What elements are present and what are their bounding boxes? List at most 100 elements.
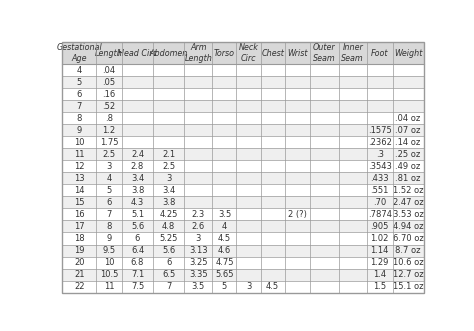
Text: .49 oz: .49 oz	[395, 162, 421, 171]
Text: 4: 4	[222, 222, 227, 231]
Text: 11: 11	[104, 282, 114, 291]
Text: .25 oz: .25 oz	[395, 150, 421, 159]
Text: 4.3: 4.3	[131, 198, 144, 207]
Text: 5.1: 5.1	[131, 210, 144, 219]
Text: 1.02: 1.02	[371, 234, 389, 243]
Text: 2.4: 2.4	[131, 150, 144, 159]
Text: Torso: Torso	[214, 49, 235, 58]
Text: 20: 20	[74, 258, 84, 267]
Bar	[62, 245, 424, 257]
Text: 4.75: 4.75	[215, 258, 234, 267]
Text: .07 oz: .07 oz	[395, 126, 421, 135]
Text: 12.7 oz: 12.7 oz	[393, 270, 423, 279]
Text: 19: 19	[74, 246, 84, 255]
Bar	[62, 172, 424, 184]
Text: 6: 6	[76, 90, 82, 99]
Bar	[62, 161, 424, 172]
Text: 1.4: 1.4	[373, 270, 386, 279]
Bar	[62, 232, 424, 245]
Text: .04 oz: .04 oz	[395, 114, 421, 123]
Text: 18: 18	[74, 234, 84, 243]
Text: 3.53 oz: 3.53 oz	[393, 210, 423, 219]
Bar	[62, 148, 424, 161]
Text: 2 (?): 2 (?)	[288, 210, 307, 219]
Text: 3.8: 3.8	[131, 186, 144, 195]
Text: 22: 22	[74, 282, 84, 291]
Text: 2.8: 2.8	[131, 162, 144, 171]
Text: 15: 15	[74, 198, 84, 207]
Text: Weight: Weight	[394, 49, 422, 58]
Text: 1.52 oz: 1.52 oz	[393, 186, 423, 195]
Text: 4: 4	[77, 66, 82, 75]
Text: .3543: .3543	[368, 162, 392, 171]
Bar	[62, 113, 424, 124]
Text: 6: 6	[106, 198, 112, 207]
Text: 4.5: 4.5	[218, 234, 231, 243]
Text: Length: Length	[95, 49, 123, 58]
Text: 10.5: 10.5	[100, 270, 118, 279]
Text: 16: 16	[74, 210, 84, 219]
Text: 5: 5	[77, 78, 82, 87]
Text: 10: 10	[74, 138, 84, 147]
Text: .8: .8	[105, 114, 113, 123]
Bar	[62, 136, 424, 148]
Text: 10.6 oz: 10.6 oz	[393, 258, 423, 267]
Text: 9.5: 9.5	[102, 246, 116, 255]
Text: 4.6: 4.6	[218, 246, 231, 255]
Text: 7.1: 7.1	[131, 270, 144, 279]
Text: 7: 7	[166, 282, 171, 291]
Text: 1.29: 1.29	[371, 258, 389, 267]
Text: Head Circ: Head Circ	[118, 49, 157, 58]
Bar	[62, 268, 424, 281]
Text: Inner
Seam: Inner Seam	[341, 43, 364, 63]
Text: .3: .3	[376, 150, 383, 159]
Bar	[62, 197, 424, 209]
Text: 21: 21	[74, 270, 84, 279]
Text: .2362: .2362	[368, 138, 392, 147]
Text: 6.4: 6.4	[131, 246, 144, 255]
Text: 7: 7	[76, 102, 82, 111]
Text: Foot: Foot	[371, 49, 388, 58]
Text: 12: 12	[74, 162, 84, 171]
Text: 2.5: 2.5	[102, 150, 116, 159]
Text: 2.3: 2.3	[191, 210, 205, 219]
Bar	[62, 220, 424, 232]
Text: 8: 8	[106, 222, 112, 231]
Text: 1.2: 1.2	[102, 126, 116, 135]
Text: 17: 17	[74, 222, 84, 231]
Text: 2.1: 2.1	[162, 150, 175, 159]
Text: .1575: .1575	[368, 126, 392, 135]
Text: 4.5: 4.5	[266, 282, 279, 291]
Bar	[62, 257, 424, 268]
Text: Arm
Length: Arm Length	[184, 43, 212, 63]
Text: 3.35: 3.35	[189, 270, 208, 279]
Text: .551: .551	[371, 186, 389, 195]
Text: 3: 3	[246, 282, 251, 291]
Text: .905: .905	[371, 222, 389, 231]
Text: 5.6: 5.6	[131, 222, 144, 231]
Text: .52: .52	[102, 102, 116, 111]
Bar	[62, 100, 424, 113]
Text: 4: 4	[107, 174, 112, 183]
Text: Chest: Chest	[261, 49, 284, 58]
Bar	[62, 209, 424, 220]
Text: 3.25: 3.25	[189, 258, 208, 267]
Text: 7.5: 7.5	[131, 282, 144, 291]
Text: 15.1 oz: 15.1 oz	[393, 282, 423, 291]
Text: 9: 9	[77, 126, 82, 135]
Text: 10: 10	[104, 258, 114, 267]
Text: 3: 3	[196, 234, 201, 243]
Text: 6: 6	[135, 234, 140, 243]
Text: 5: 5	[222, 282, 227, 291]
Text: .70: .70	[373, 198, 386, 207]
Text: 14: 14	[74, 186, 84, 195]
Text: 5: 5	[107, 186, 112, 195]
Text: 8: 8	[76, 114, 82, 123]
Text: .433: .433	[370, 174, 389, 183]
Text: 5.6: 5.6	[162, 246, 175, 255]
Text: 3.4: 3.4	[131, 174, 144, 183]
Text: 8.7 oz: 8.7 oz	[395, 246, 421, 255]
Bar	[62, 281, 424, 293]
Bar	[62, 124, 424, 136]
Text: Wrist: Wrist	[287, 49, 308, 58]
